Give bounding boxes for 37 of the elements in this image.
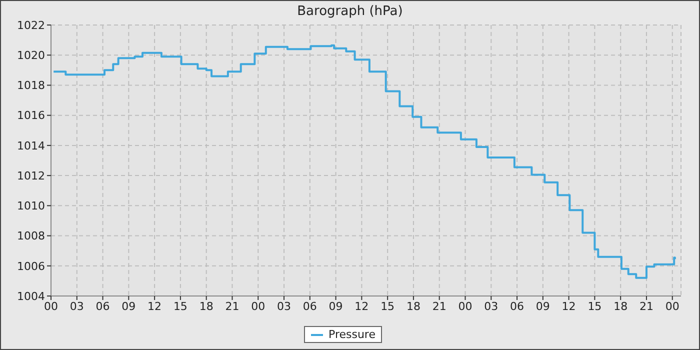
x-tick-label: 06 bbox=[302, 300, 317, 313]
x-tick-label: 03 bbox=[277, 300, 292, 313]
x-tick-label: 00 bbox=[665, 300, 680, 313]
y-tick-label: 1016 bbox=[17, 109, 45, 122]
x-tick-label: 18 bbox=[614, 300, 628, 313]
x-tick-label: 09 bbox=[122, 300, 136, 313]
x-tick-label: 18 bbox=[199, 300, 214, 313]
x-tick-label: 21 bbox=[225, 300, 240, 313]
y-tick-label: 1018 bbox=[17, 79, 45, 92]
x-tick-label: 18 bbox=[406, 300, 420, 313]
y-tick-label: 1004 bbox=[17, 290, 45, 303]
x-tick-label: 00 bbox=[458, 300, 472, 313]
x-tick-label: 09 bbox=[536, 300, 550, 313]
x-tick-label: 03 bbox=[70, 300, 84, 313]
chart-title: Barograph (hPa) bbox=[296, 4, 404, 19]
x-tick-label: 03 bbox=[484, 300, 498, 313]
x-tick-label: 06 bbox=[96, 300, 110, 313]
legend-label: Pressure bbox=[328, 328, 376, 341]
x-tick-label: 12 bbox=[148, 300, 162, 313]
x-tick-label: 15 bbox=[380, 300, 395, 313]
x-tick-label: 21 bbox=[639, 300, 654, 313]
x-tick-label: 09 bbox=[328, 300, 343, 313]
x-tick-label: 06 bbox=[510, 300, 524, 313]
x-tick-label: 12 bbox=[354, 300, 369, 313]
y-tick-label: 1010 bbox=[17, 200, 45, 213]
x-tick-label: 21 bbox=[432, 300, 446, 313]
y-tick-label: 1020 bbox=[17, 49, 45, 62]
x-tick-label: 00 bbox=[44, 300, 58, 313]
x-tick-label: 15 bbox=[173, 300, 188, 313]
y-tick-label: 1014 bbox=[17, 139, 45, 152]
y-tick-label: 1008 bbox=[17, 230, 45, 243]
y-tick-label: 1022 bbox=[17, 18, 45, 32]
y-tick-label: 1006 bbox=[17, 260, 45, 273]
x-tick-label: 12 bbox=[562, 300, 576, 313]
x-tick-label: 15 bbox=[588, 300, 602, 313]
x-tick-label: 00 bbox=[251, 300, 266, 313]
y-tick-label: 1012 bbox=[17, 169, 45, 182]
